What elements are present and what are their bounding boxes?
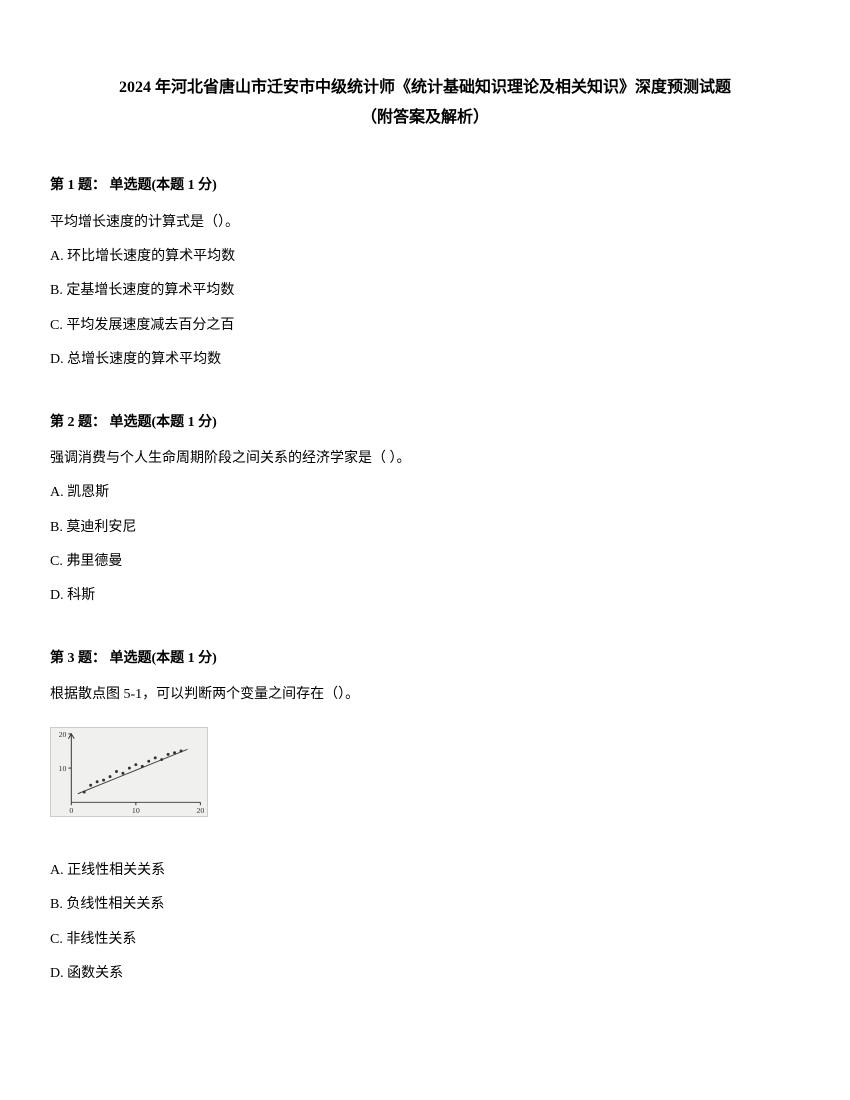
question-2-option-c: C. 弗里德曼 <box>50 551 800 573</box>
question-2-option-b: B. 莫迪利安尼 <box>50 517 800 539</box>
question-2-stem: 强调消费与个人生命周期阶段之间关系的经济学家是（ ）。 <box>50 448 800 470</box>
question-3-stem: 根据散点图 5-1，可以判断两个变量之间存在（）。 <box>50 684 800 706</box>
question-3-option-c: C. 非线性关系 <box>50 929 800 951</box>
svg-text:0: 0 <box>69 806 73 815</box>
question-3-header: 第 3 题： 单选题(本题 1 分) <box>50 648 800 670</box>
question-2-header: 第 2 题： 单选题(本题 1 分) <box>50 412 800 434</box>
question-1-option-b: B. 定基增长速度的算术平均数 <box>50 280 800 302</box>
svg-text:10: 10 <box>132 806 140 815</box>
question-1: 第 1 题： 单选题(本题 1 分) 平均增长速度的计算式是（）。 A. 环比增… <box>50 175 800 371</box>
svg-text:10: 10 <box>59 764 67 773</box>
question-3-option-a: A. 正线性相关关系 <box>50 860 800 882</box>
question-1-option-a: A. 环比增长速度的算术平均数 <box>50 246 800 268</box>
question-1-stem: 平均增长速度的计算式是（）。 <box>50 212 800 234</box>
question-1-option-c: C. 平均发展速度减去百分之百 <box>50 315 800 337</box>
question-3-option-b: B. 负线性相关关系 <box>50 894 800 916</box>
scatter-plot: 0 10 20 10 20 <box>50 727 208 817</box>
question-2-option-a: A. 凯恩斯 <box>50 482 800 504</box>
document-title-line1: 2024 年河北省唐山市迁安市中级统计师《统计基础知识理论及相关知识》深度预测试… <box>50 75 800 101</box>
document-title-line2: （附答案及解析） <box>50 105 800 131</box>
question-2-option-d: D. 科斯 <box>50 585 800 607</box>
svg-text:20: 20 <box>196 806 204 815</box>
question-2: 第 2 题： 单选题(本题 1 分) 强调消费与个人生命周期阶段之间关系的经济学… <box>50 412 800 608</box>
question-1-option-d: D. 总增长速度的算术平均数 <box>50 349 800 371</box>
question-3: 第 3 题： 单选题(本题 1 分) 根据散点图 5-1，可以判断两个变量之间存… <box>50 648 800 986</box>
svg-text:20: 20 <box>59 729 67 738</box>
question-3-option-d: D. 函数关系 <box>50 963 800 985</box>
scatter-plot-container: 0 10 20 10 20 <box>50 727 800 825</box>
question-1-header: 第 1 题： 单选题(本题 1 分) <box>50 175 800 197</box>
